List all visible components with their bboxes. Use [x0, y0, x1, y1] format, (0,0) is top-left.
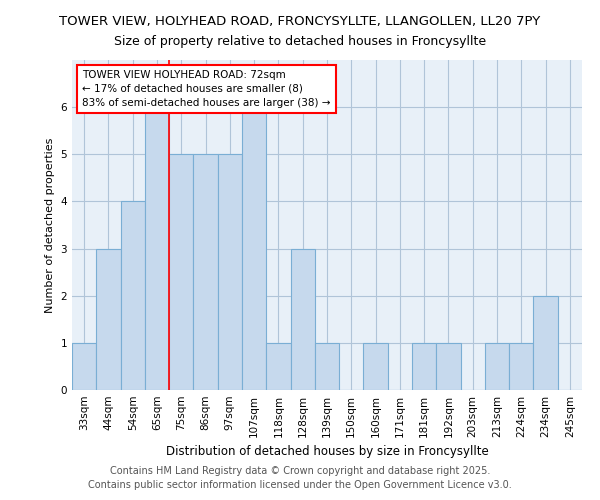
Bar [121, 202, 145, 390]
Bar [364, 343, 388, 390]
Bar [315, 343, 339, 390]
Bar [266, 343, 290, 390]
Bar [412, 343, 436, 390]
Bar [72, 343, 96, 390]
Bar [96, 248, 121, 390]
Text: Contains HM Land Registry data © Crown copyright and database right 2025.
Contai: Contains HM Land Registry data © Crown c… [88, 466, 512, 490]
Bar [436, 343, 461, 390]
Bar [290, 248, 315, 390]
Bar [218, 154, 242, 390]
Bar [509, 343, 533, 390]
Bar [533, 296, 558, 390]
Bar [193, 154, 218, 390]
Y-axis label: Number of detached properties: Number of detached properties [45, 138, 55, 312]
Text: TOWER VIEW HOLYHEAD ROAD: 72sqm
← 17% of detached houses are smaller (8)
83% of : TOWER VIEW HOLYHEAD ROAD: 72sqm ← 17% of… [82, 70, 331, 108]
Text: TOWER VIEW, HOLYHEAD ROAD, FRONCYSYLLTE, LLANGOLLEN, LL20 7PY: TOWER VIEW, HOLYHEAD ROAD, FRONCYSYLLTE,… [59, 15, 541, 28]
Text: Size of property relative to detached houses in Froncysyllte: Size of property relative to detached ho… [114, 35, 486, 48]
Bar [242, 107, 266, 390]
X-axis label: Distribution of detached houses by size in Froncysyllte: Distribution of detached houses by size … [166, 446, 488, 458]
Bar [485, 343, 509, 390]
Bar [169, 154, 193, 390]
Bar [145, 107, 169, 390]
